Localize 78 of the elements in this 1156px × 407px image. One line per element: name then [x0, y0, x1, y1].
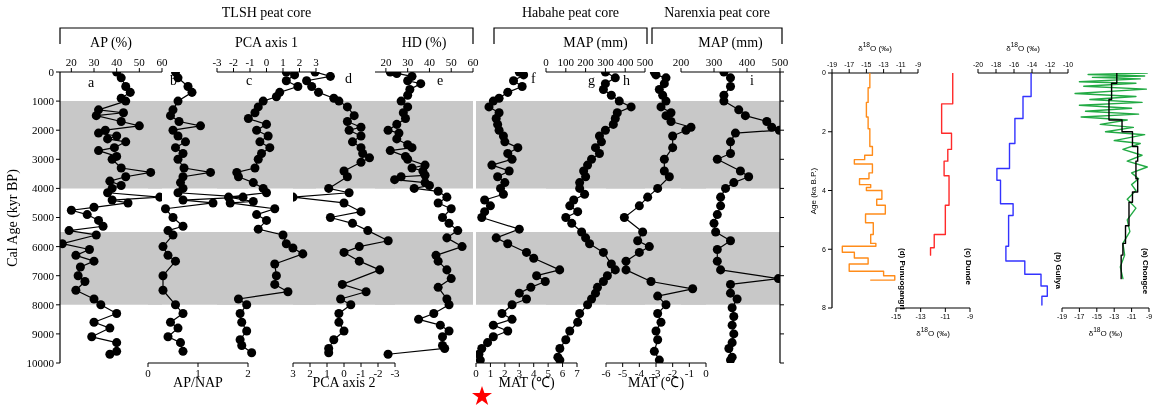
annotation: (a) Chongce — [1141, 248, 1150, 295]
x-axis-title: MAP (mm) — [563, 35, 628, 50]
x-tick-label: 1 — [487, 366, 494, 379]
x-tick-label: 1 — [280, 56, 286, 68]
x-tick-label: 7 — [574, 366, 581, 379]
y-tick-label: 1000 — [32, 95, 55, 107]
x-tick-label: 50 — [133, 56, 146, 68]
annotation: (b) Guliya — [1054, 252, 1063, 289]
y-axis-title: Age (ka B.P.) — [809, 167, 818, 214]
x-axis-title: HD (%) — [401, 35, 447, 50]
x-tick-label: 0 — [543, 56, 550, 68]
chart-title: Narenxia peat core — [664, 5, 770, 20]
x-tick-label: -1 — [684, 366, 694, 379]
x-tick-label: 400 — [616, 56, 634, 68]
x-tick-label: 400 — [738, 56, 756, 68]
x-tick-label: 2 — [245, 366, 251, 379]
x-tick-label: 3 — [313, 56, 320, 68]
y-tick-label: 5000 — [32, 211, 55, 224]
x-tick-label: -6 — [601, 366, 612, 379]
y-tick-label: 3000 — [32, 153, 55, 166]
x-tick-label: 60 — [156, 56, 168, 68]
x-tick-label: -2 — [228, 56, 239, 68]
y-tick-label: 8000 — [32, 298, 55, 311]
annotation: (c) Dunde — [964, 248, 973, 285]
x-tick-label: 500 — [636, 56, 654, 68]
annotation: e — [437, 73, 444, 88]
annotation: a — [88, 75, 95, 90]
x-tick-label: 0 — [703, 366, 710, 379]
x-tick-label: 30 — [88, 56, 100, 68]
annotation: g — [588, 73, 595, 88]
x-tick-label: 2 — [307, 366, 313, 379]
annotation: h — [623, 73, 630, 88]
annotation: c — [246, 73, 253, 88]
x-tick-label: 40 — [423, 56, 436, 68]
x-tick-label: -3 — [390, 366, 401, 379]
x-tick-label: 2 — [296, 56, 303, 68]
x-tick-label: -5 — [618, 366, 628, 379]
x-tick-label: 3 — [290, 366, 297, 379]
x-tick-label: 200 — [577, 56, 595, 68]
annotation: (d) Punuogangri — [898, 248, 907, 310]
y-tick-label: 4000 — [32, 182, 55, 195]
x-tick-label: 0 — [263, 56, 270, 68]
x-tick-label: 20 — [65, 56, 78, 68]
x-axis-title: PCA axis 1 — [234, 35, 299, 50]
x-tick-label: 300 — [705, 56, 723, 68]
chart-title: Habahe peat core — [521, 5, 620, 20]
x-axis-title: δ$^{18}$O (‰) — [1006, 41, 1040, 53]
x-axis-title: MAP (mm) — [698, 35, 763, 50]
x-axis-title: δ$^{18}$O (‰) — [916, 326, 950, 338]
y-tick-label: 10000 — [26, 356, 55, 369]
y-axis-title: Cal Age (kyr BP) — [5, 168, 20, 267]
y-tick-label: 6000 — [32, 240, 55, 253]
x-tick-label: 20 — [380, 56, 392, 68]
x-tick-label: 200 — [672, 56, 690, 68]
x-tick-label: 0 — [473, 366, 480, 379]
x-tick-label: -1 — [245, 56, 255, 68]
x-tick-label: 40 — [111, 56, 123, 68]
annotation: d — [345, 71, 352, 86]
annotation: i — [750, 73, 754, 88]
x-tick-label: 30 — [402, 56, 414, 68]
y-tick-label: 7000 — [32, 269, 55, 282]
x-tick-label: 100 — [557, 56, 575, 68]
x-tick-label: 300 — [597, 56, 615, 68]
y-tick-label: 2000 — [32, 124, 55, 137]
x-tick-label: -2 — [373, 366, 383, 379]
x-axis-title: AP (%) — [90, 35, 132, 50]
chart-title: TLSH peat core — [221, 5, 312, 20]
annotation: f — [531, 71, 536, 86]
x-axis-title: δ$^{18}$O (‰) — [1088, 326, 1123, 338]
x-tick-label: 50 — [445, 56, 458, 68]
x-tick-label: 6 — [559, 366, 566, 379]
x-tick-label: 4 — [530, 366, 537, 379]
x-axis-title: δ$^{18}$O (‰) — [858, 41, 892, 53]
y-tick-label: 9000 — [32, 327, 55, 340]
x-tick-label: -3 — [212, 56, 223, 68]
x-tick-label: 0 — [145, 366, 152, 379]
x-tick-label: 500 — [771, 56, 789, 68]
x-tick-label: 60 — [467, 56, 479, 68]
